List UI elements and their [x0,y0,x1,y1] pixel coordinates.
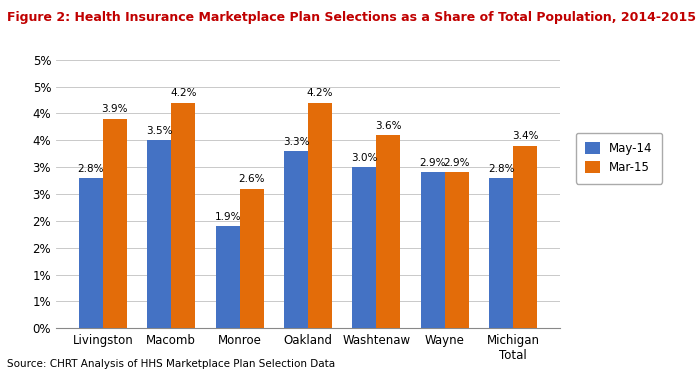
Text: 3.0%: 3.0% [351,153,377,163]
Text: 4.2%: 4.2% [170,88,197,98]
Bar [147,140,172,328]
Bar [444,172,469,328]
Text: 2.6%: 2.6% [238,174,265,184]
Bar [377,135,400,328]
Text: 4.2%: 4.2% [307,88,333,98]
Text: 3.5%: 3.5% [146,126,172,136]
Text: 2.9%: 2.9% [419,158,446,168]
Bar [79,178,103,328]
Bar [489,178,513,328]
Text: 2.9%: 2.9% [444,158,470,168]
Bar [239,189,263,328]
Text: 2.8%: 2.8% [78,163,104,173]
Text: 3.6%: 3.6% [375,120,402,131]
Text: Source: CHRT Analysis of HHS Marketplace Plan Selection Data: Source: CHRT Analysis of HHS Marketplace… [7,359,335,369]
Bar [421,172,444,328]
Bar [103,119,127,328]
Bar [172,103,195,328]
Text: 3.4%: 3.4% [512,131,538,141]
Bar [216,226,239,328]
Bar [308,103,332,328]
Bar [284,151,308,328]
Text: Figure 2: Health Insurance Marketplace Plan Selections as a Share of Total Popul: Figure 2: Health Insurance Marketplace P… [7,11,696,24]
Text: 3.9%: 3.9% [102,104,128,115]
Bar [353,167,377,328]
Text: 1.9%: 1.9% [214,212,241,222]
Text: 2.8%: 2.8% [488,163,514,173]
Legend: May-14, Mar-15: May-14, Mar-15 [576,133,662,184]
Bar [513,145,537,328]
Text: 3.3%: 3.3% [283,137,309,147]
